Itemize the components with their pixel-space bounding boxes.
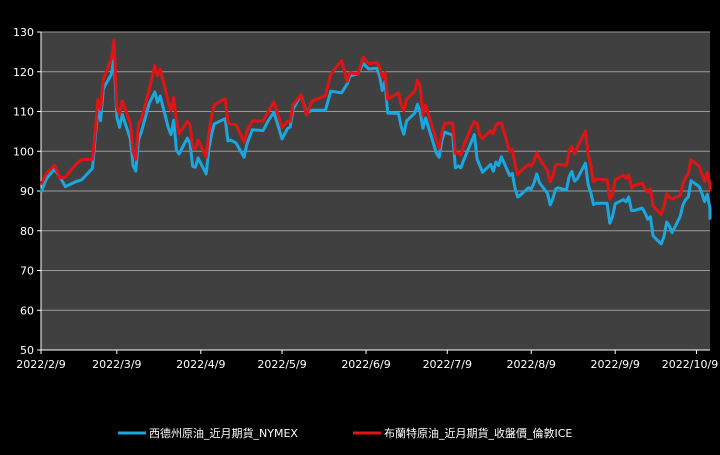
x-tick-label-0: 2022/2/9 (16, 358, 65, 371)
series-line-0 (39, 55, 712, 246)
legend: 西德州原油_近月期貨_NYMEX 布蘭特原油_近月期貨_收盤價_倫敦ICE (118, 426, 572, 440)
y-axis-ticks: 50 60 70 80 90 100 110 120 130 (13, 26, 41, 357)
x-tick-label-5: 2022/7/9 (423, 358, 472, 371)
y-tick-label-120: 120 (13, 66, 34, 79)
x-tick-label-1: 2022/3/9 (92, 358, 141, 371)
y-tick-label-50: 50 (20, 344, 34, 357)
y-tick-label-70: 70 (20, 265, 34, 278)
x-tick-label-7: 2022/9/9 (590, 358, 639, 371)
series-layer (39, 38, 712, 246)
x-tick-label-3: 2022/5/9 (257, 358, 306, 371)
y-tick-label-80: 80 (20, 225, 34, 238)
y-tick-label-90: 90 (20, 185, 34, 198)
x-tick-label-6: 2022/8/9 (507, 358, 556, 371)
legend-label-1: 布蘭特原油_近月期貨_收盤價_倫敦ICE (384, 426, 572, 440)
gridlines (41, 31, 710, 311)
legend-item-1: 布蘭特原油_近月期貨_收盤價_倫敦ICE (353, 426, 572, 440)
x-axis-ticks: 2022/2/9 2022/3/9 2022/4/9 2022/5/9 2022/6/9… (16, 350, 718, 371)
y-tick-label-100: 100 (13, 145, 34, 158)
series-line-1 (39, 38, 712, 216)
y-tick-label-130: 130 (13, 26, 34, 39)
x-tick-label-8: 2022/10/9 (662, 358, 718, 371)
x-tick-label-2: 2022/4/9 (176, 358, 225, 371)
y-tick-label-60: 60 (20, 304, 34, 317)
y-tick-label-110: 110 (13, 106, 34, 119)
legend-label-0: 西德州原油_近月期貨_NYMEX (149, 426, 298, 440)
x-tick-label-4: 2022/6/9 (341, 358, 390, 371)
legend-item-0: 西德州原油_近月期貨_NYMEX (118, 426, 298, 440)
